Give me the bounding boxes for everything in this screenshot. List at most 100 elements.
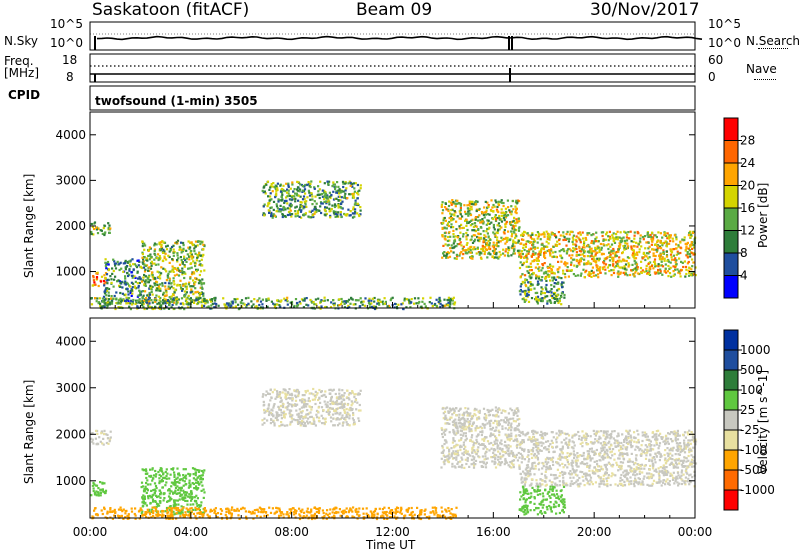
data-cell [373, 300, 376, 303]
data-cell [623, 230, 626, 233]
data-cell [111, 272, 114, 275]
data-cell [450, 250, 453, 253]
data-cell [129, 308, 132, 311]
data-cell [550, 271, 553, 274]
data-cell [561, 286, 564, 289]
data-cell [121, 510, 124, 513]
data-cell [156, 302, 159, 305]
data-cell [691, 258, 694, 261]
data-cell [197, 282, 201, 285]
data-cell [251, 512, 254, 515]
data-cell [261, 395, 264, 398]
data-cell [193, 282, 196, 285]
data-cell [320, 299, 323, 302]
data-cell [647, 247, 650, 250]
data-cell [306, 196, 309, 199]
data-cell [308, 392, 311, 395]
data-cell [352, 195, 355, 198]
data-cell [176, 260, 179, 263]
data-cell [523, 256, 526, 259]
data-cell [181, 262, 184, 265]
data-cell [144, 244, 147, 247]
data-cell [325, 206, 328, 209]
data-cell [522, 281, 525, 284]
data-cell [476, 235, 479, 239]
data-cell [448, 305, 451, 308]
data-cell [689, 236, 692, 239]
data-cell [214, 507, 217, 510]
data-cell [635, 251, 638, 254]
data-cell [580, 248, 583, 251]
data-cell [614, 251, 617, 254]
data-cell [444, 515, 447, 518]
data-cell [107, 303, 110, 306]
data-cell [653, 271, 656, 274]
data-cell [567, 275, 570, 278]
data-cell [310, 192, 313, 195]
data-cell [242, 302, 245, 305]
data-cell [647, 234, 650, 237]
data-cell [92, 481, 95, 484]
data-cell [599, 271, 602, 274]
data-cell [94, 437, 97, 440]
data-cell [194, 481, 198, 484]
data-cell [142, 262, 145, 265]
data-cell [107, 298, 110, 301]
data-cell [536, 295, 540, 298]
data-cell [648, 235, 651, 238]
data-cell [602, 239, 605, 242]
data-cell [352, 196, 356, 199]
data-cell [310, 406, 313, 409]
data-cell [133, 512, 136, 516]
data-cell [568, 254, 571, 257]
data-cell [308, 421, 311, 424]
data-cell [464, 252, 467, 255]
data-cell [681, 261, 684, 264]
data-cell [175, 506, 178, 509]
data-cell [338, 413, 341, 416]
data-cell [216, 512, 220, 515]
data-cell [659, 241, 662, 244]
data-cell [518, 255, 521, 258]
data-cell [280, 411, 283, 414]
data-cell [529, 234, 532, 237]
data-cell [351, 298, 354, 301]
data-cell [568, 269, 571, 272]
data-cell [466, 204, 469, 207]
data-cell [653, 234, 656, 237]
data-cell [300, 406, 303, 409]
data-cell [353, 215, 356, 218]
data-cell [352, 192, 355, 195]
data-cell [563, 296, 566, 299]
data-cell [365, 507, 368, 510]
data-cell [141, 299, 144, 302]
data-cell [124, 283, 127, 286]
data-cell [173, 481, 176, 484]
data-cell [163, 294, 166, 297]
data-cell [164, 288, 167, 291]
data-cell [177, 473, 180, 476]
data-cell [353, 187, 356, 190]
data-cell [137, 294, 140, 297]
data-cell [131, 302, 134, 305]
data-cell [466, 212, 469, 215]
data-cell [677, 244, 680, 247]
data-cell [287, 189, 290, 192]
data-cell [189, 285, 192, 288]
data-cell [179, 302, 182, 305]
data-cell [153, 474, 156, 477]
data-cell [115, 291, 118, 294]
data-cell [299, 424, 302, 427]
data-cell [314, 396, 317, 399]
data-cell [194, 252, 197, 255]
data-cell [171, 513, 174, 516]
data-cell [669, 266, 672, 269]
data-cell [541, 297, 544, 300]
data-cell [518, 249, 521, 252]
data-cell [690, 243, 693, 246]
data-cell [323, 299, 326, 302]
data-cell [503, 254, 506, 257]
data-cell [588, 232, 591, 235]
data-cell [179, 248, 182, 251]
